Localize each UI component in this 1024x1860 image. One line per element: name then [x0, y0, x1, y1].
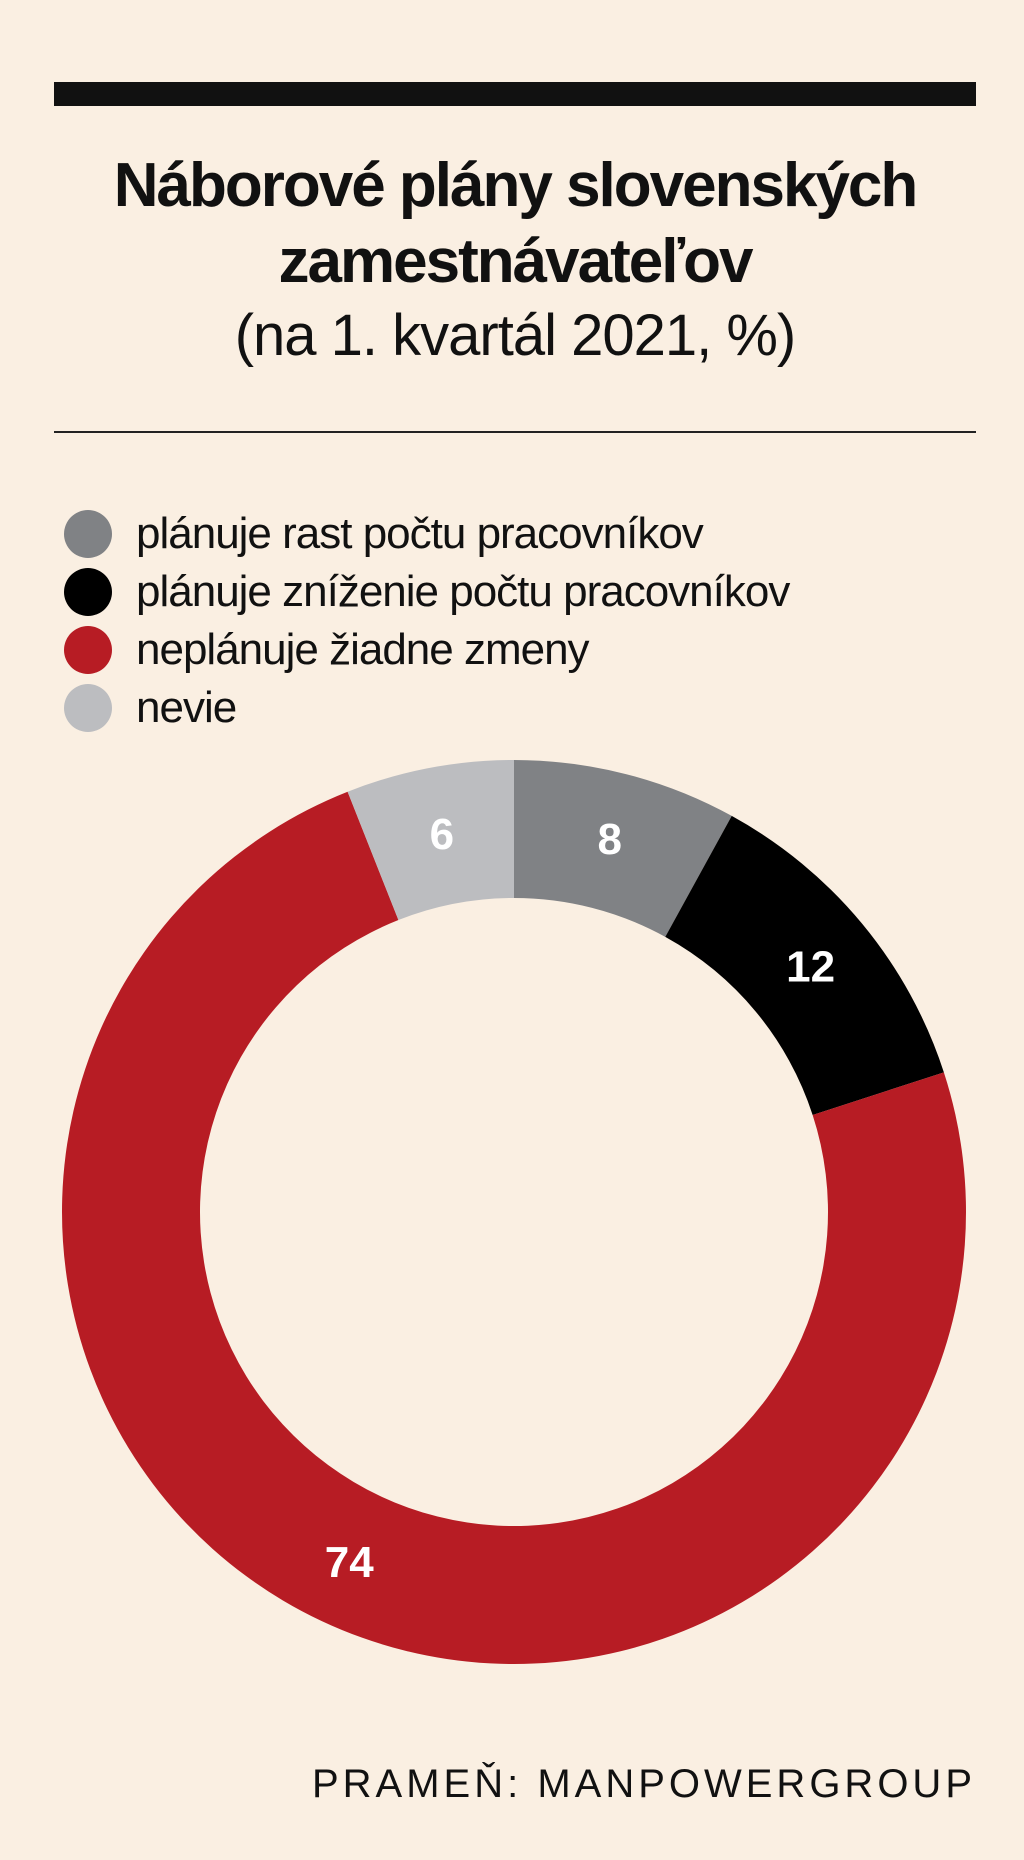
slice-no-change	[61, 791, 967, 1664]
chart-title-line-1: Náborové plány slovenských	[113, 151, 919, 220]
slice-unknown	[347, 760, 514, 921]
title-block: Náborové plány slovenských zamestnávateľ…	[54, 148, 976, 372]
legend-label-growth: plánuje rast počtu pracovníkov	[136, 509, 704, 558]
slice-label-reduction: 12	[786, 943, 835, 992]
legend-swatch-unknown	[64, 684, 112, 732]
legend-label-unknown: nevie	[136, 683, 237, 732]
legend: plánuje rast počtu pracovníkov plánuje z…	[64, 505, 790, 737]
legend-item-growth: plánuje rast počtu pracovníkov	[64, 505, 789, 563]
legend-swatch-no-change	[64, 626, 112, 674]
divider	[54, 431, 976, 433]
legend-label-no-change: neplánuje žiadne zmeny	[136, 625, 590, 674]
legend-label-reduction: plánuje zníženie počtu pracovníkov	[136, 567, 790, 616]
legend-item-no-change: neplánuje žiadne zmeny	[64, 621, 789, 679]
slice-reduction	[665, 815, 944, 1115]
donut-chart: 8 12 74 6	[61, 760, 967, 1664]
slice-label-unknown: 6	[430, 810, 454, 859]
top-rule	[54, 82, 976, 106]
slice-label-no-change: 74	[325, 1538, 374, 1587]
chart-title-line-2: zamestnávateľov	[278, 227, 754, 296]
legend-swatch-growth	[64, 510, 112, 558]
legend-item-unknown: nevie	[64, 679, 789, 737]
slice-growth	[514, 760, 732, 937]
chart-subtitle: (na 1. kvartál 2021, %)	[234, 303, 797, 368]
legend-swatch-reduction	[64, 568, 112, 616]
slice-label-growth: 8	[598, 815, 622, 864]
source-note: PRAMEŇ: MANPOWERGROUP	[311, 1762, 976, 1806]
legend-item-reduction: plánuje zníženie počtu pracovníkov	[64, 563, 790, 621]
